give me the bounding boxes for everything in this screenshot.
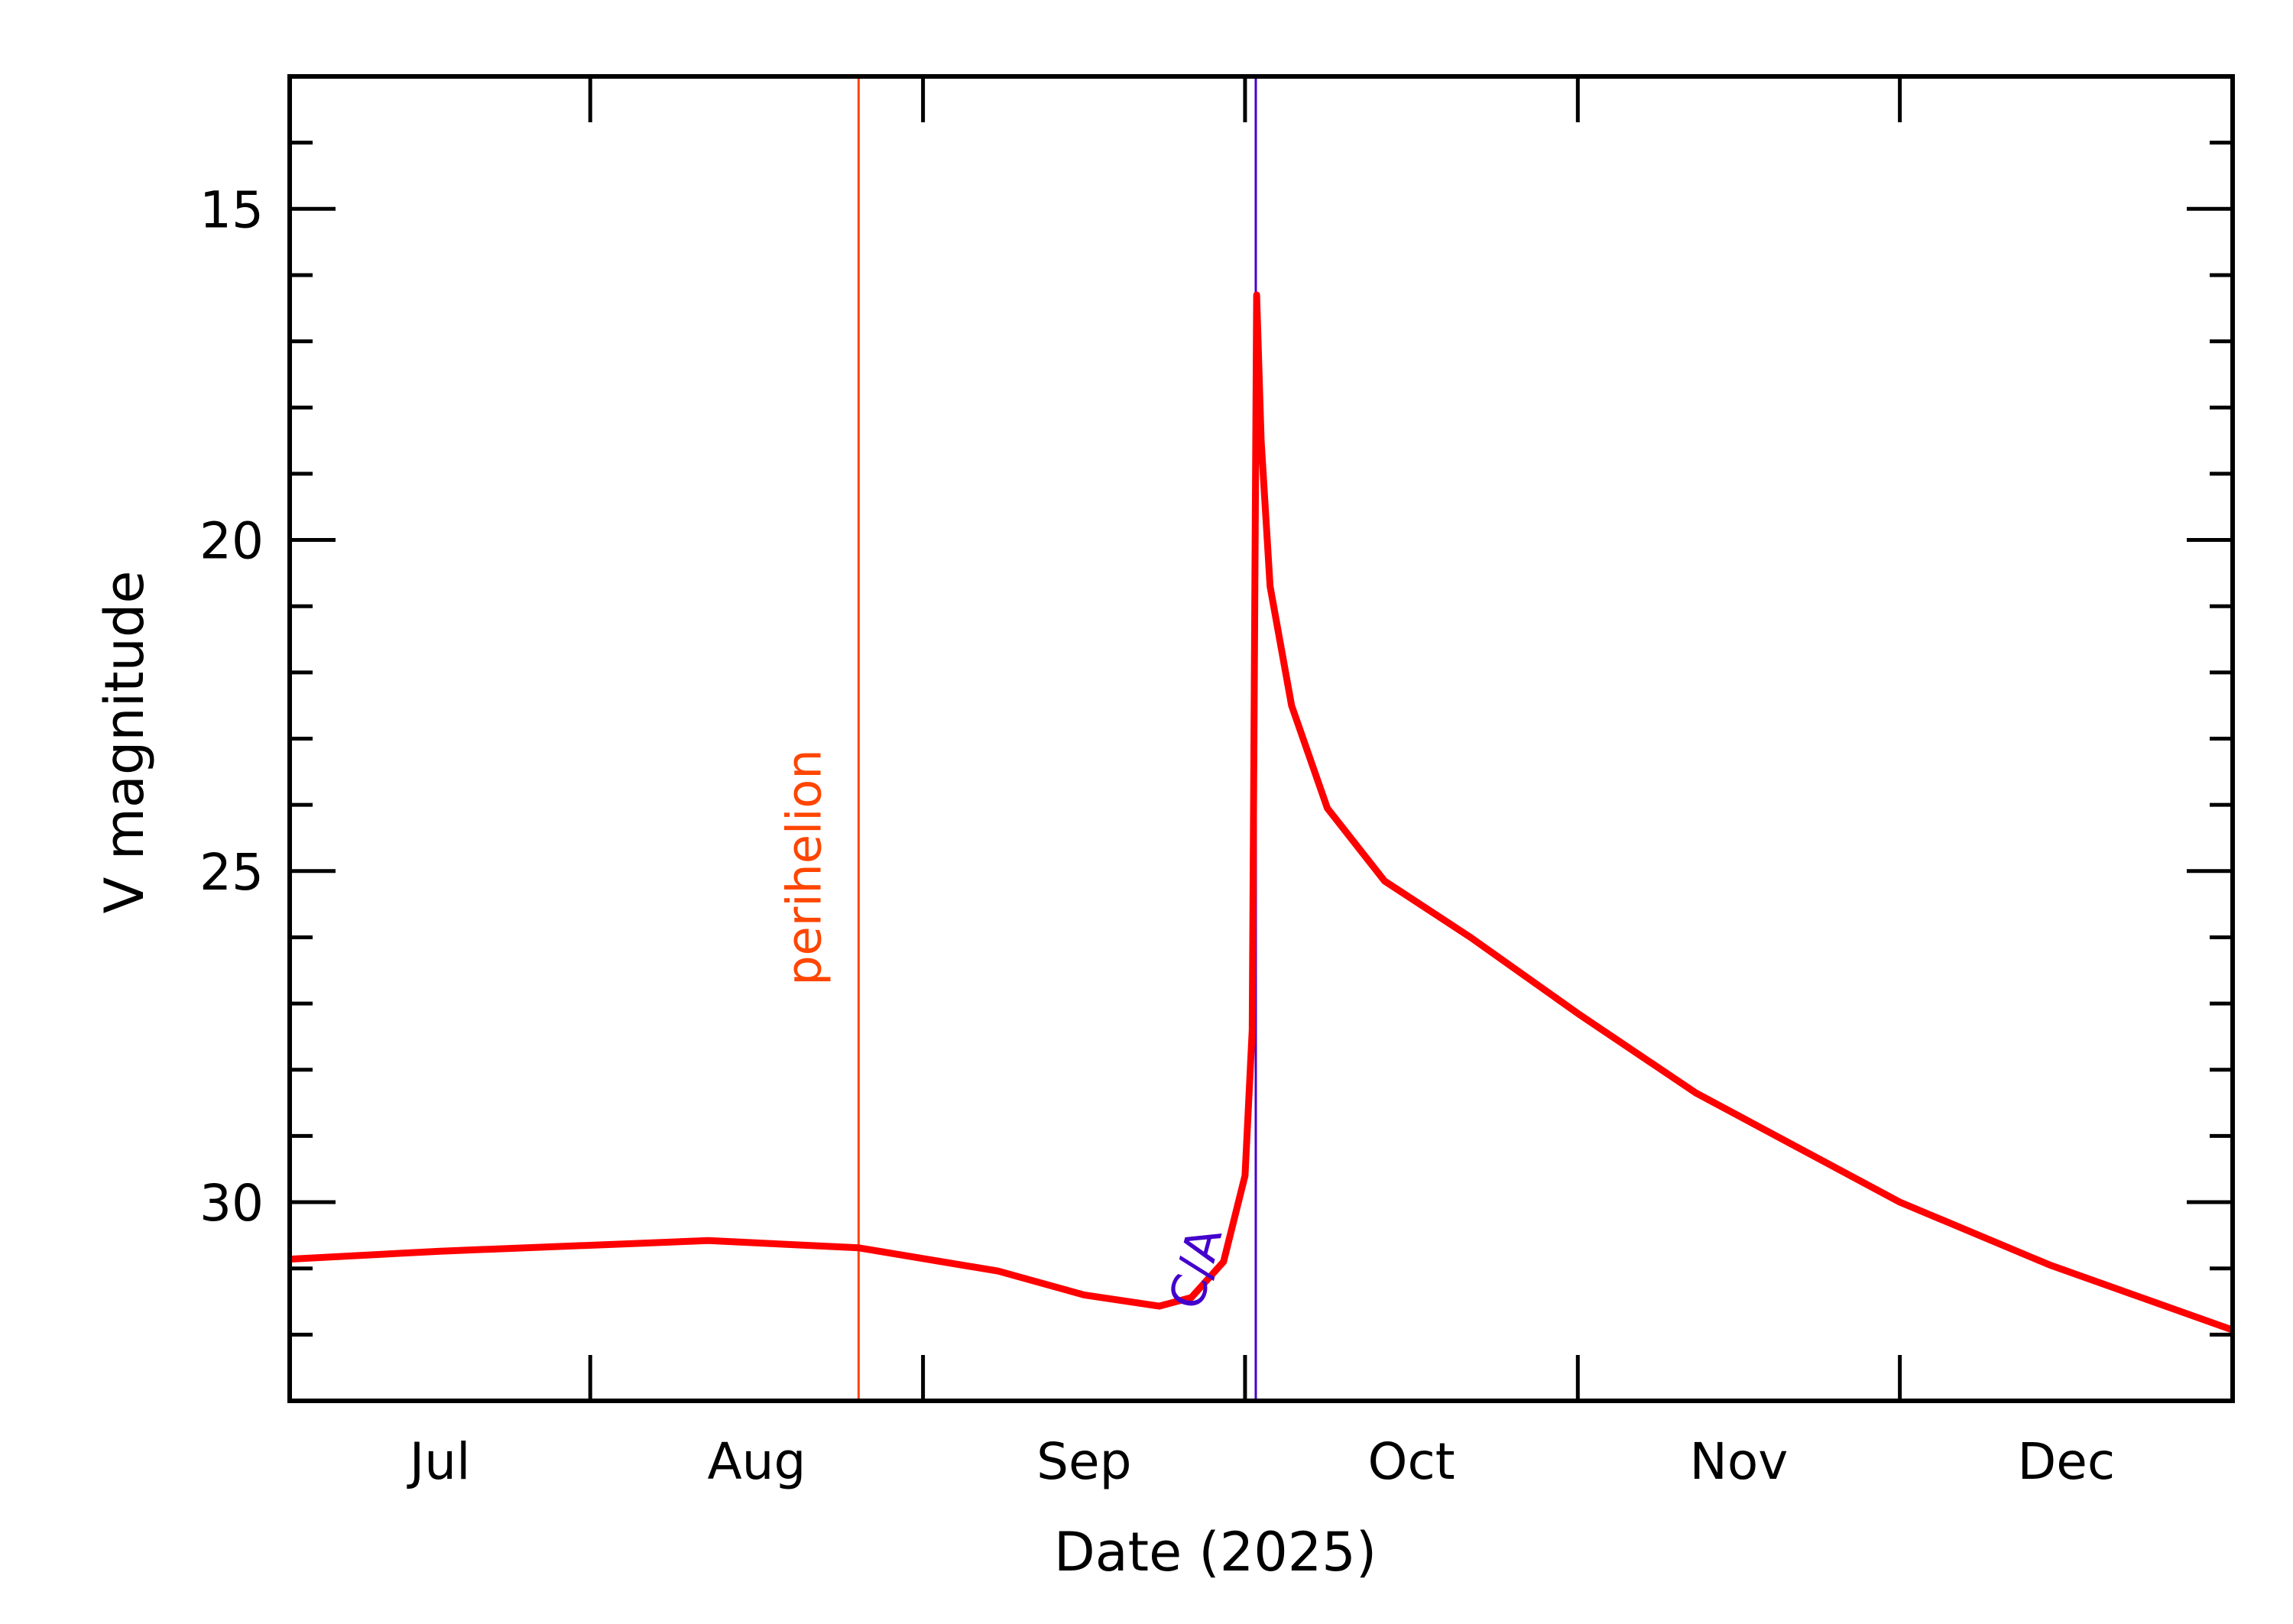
x-tick-label: Nov: [1690, 1432, 1789, 1491]
x-tick-label: Oct: [1368, 1432, 1455, 1491]
plot-frame: [287, 74, 2235, 1403]
y-axis-label: V magnitude: [93, 571, 156, 914]
x-axis-label: Date (2025): [1054, 1521, 1377, 1583]
axis-ticks: [290, 76, 2233, 1401]
series-group: [289, 291, 2234, 1334]
magnitude-curve: [289, 291, 2234, 1334]
event-label-perihelion: perihelion: [776, 749, 832, 985]
x-tick-label: Dec: [2017, 1432, 2115, 1491]
x-tick-label: Sep: [1036, 1432, 1131, 1491]
y-tick-label: 15: [199, 180, 264, 239]
event-lines: [857, 76, 1257, 1401]
y-tick-label: 25: [199, 843, 264, 902]
x-tick-label: Aug: [707, 1432, 806, 1491]
x-tick-label: Jul: [407, 1432, 471, 1491]
y-tick-label: 20: [199, 512, 264, 571]
y-tick-label: 30: [199, 1174, 264, 1233]
tick-labels: Jul Aug Sep Oct Nov Dec 15 20 25 30 perihelion C/A: [199, 180, 2115, 1491]
event-label-ca: C/A: [1158, 1222, 1233, 1315]
